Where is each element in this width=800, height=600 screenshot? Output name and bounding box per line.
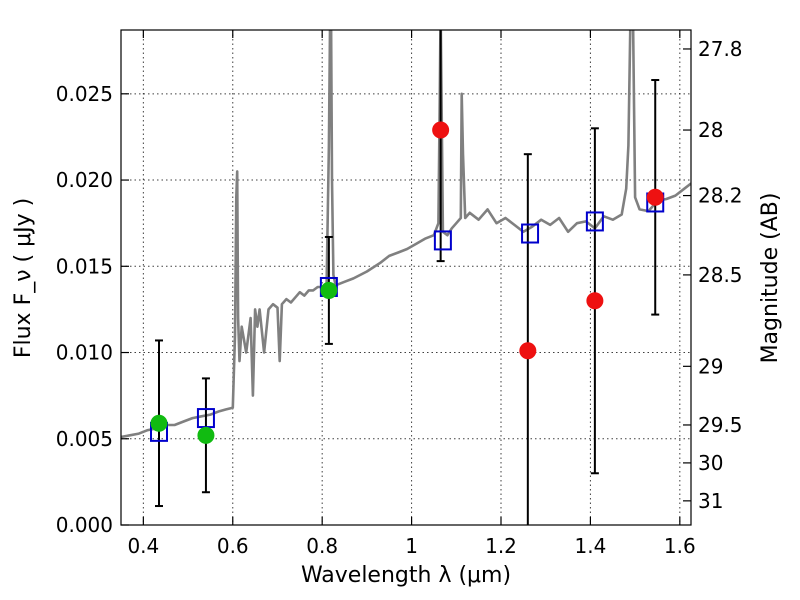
errorbar-layer [155,30,660,525]
y2-tick-label: 29.5 [698,413,743,437]
x-tick-label: 1.2 [485,534,517,558]
y2-tick-label: 30 [698,451,723,475]
model-band-square [521,223,540,244]
observed-point [320,281,338,299]
y-tick-label: 0.000 [56,513,113,537]
x-tick-label: 1.4 [575,534,607,558]
model-band-square [433,230,452,251]
plot-frame [120,29,692,526]
observed-point [519,342,537,360]
y-tick-label: 0.015 [56,254,113,278]
x-axis-label: Wavelength λ (μm) [301,563,511,588]
y-tick-label: 0.005 [56,427,113,451]
y-axis-label: Flux F_ν ( μJy ) [11,198,36,358]
y2-tick-label: 27.8 [698,37,743,61]
y-tick-label: 0.010 [56,341,113,365]
y2-tick-label: 31 [698,489,723,513]
y2-tick-label: 28 [698,118,723,142]
y-tick-label: 0.025 [56,82,113,106]
observed-point [150,414,168,432]
model-band-square [585,211,604,232]
x-tick-label: 0.4 [127,534,159,558]
observed-point [197,426,215,444]
y2-axis-label: Magnitude (AB) [758,193,783,364]
x-tick-label: 1.6 [664,534,696,558]
y2-tick-label: 28.5 [698,263,743,287]
observed-point [646,188,664,206]
observed-point [432,121,450,139]
y2-tick-label: 29 [698,354,723,378]
y-tick-label: 0.020 [56,168,113,192]
x-tick-label: 1 [405,534,418,558]
observed-point [586,292,604,310]
model-spectrum-line [121,30,691,439]
x-tick-label: 0.8 [306,534,338,558]
y2-tick-label: 28.2 [698,184,743,208]
tick-layer: 0.4 0.6 0.8 1 1.2 1.4 1.6 0.000 0.005 0.010 0.015 0… [56,30,743,558]
x-tick-label: 0.6 [217,534,249,558]
spectrum-layer [121,30,691,439]
marker-layer [150,121,665,444]
